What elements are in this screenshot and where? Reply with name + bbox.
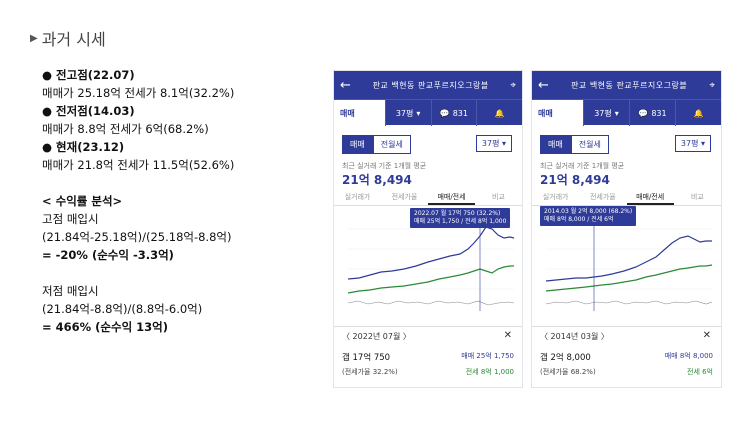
high-buy-formula: (21.84억-25.18억)/(25.18억-8.8억) [42, 230, 232, 244]
size-select[interactable]: 37평 ▾ [475, 135, 512, 152]
sale-value: 매매 8억 8,000 [664, 352, 713, 360]
close-icon[interactable]: ✕ [503, 330, 512, 341]
detail-panel: 〈 2022년 07월 〉 ✕ 갭 17억 750 (전세가율 32.2%) 매… [334, 326, 522, 376]
detail-panel: 〈 2014년 03월 〉 ✕ 갭 2억 8,000 (전세가율 68.2%) … [532, 326, 721, 376]
tab-sale[interactable]: 매매 [342, 135, 373, 154]
tooltip-line-2: 매매 25억 1,750 / 전세 8억 1,000 [414, 218, 507, 225]
now-header: ● 현재(23.12) [42, 140, 125, 154]
rent-price-line [347, 265, 514, 294]
comment-icon: 💬 [638, 108, 649, 118]
high-buy-result: = -20% (순수익 -3.3억) [42, 248, 174, 262]
tab-sale[interactable]: 매매 [540, 135, 571, 154]
gap-value: 갭 17억 750 [342, 353, 391, 363]
tab-rent-ratio[interactable]: 전세가율 [391, 193, 418, 201]
app-screenshot-low: ← 판교 백현동 판교푸르지오그랑블 ⌖ 매매 37평 ▾ 💬 831 🔔 매매 전… [531, 70, 722, 388]
trade-toggle: 매매 전월세 [540, 135, 609, 154]
peak-detail: 매매가 25.18억 전세가 8.1억(32.2%) [42, 86, 235, 100]
tooltip-line-1: 2014.03 월 2억 8,000 (68.2%) [544, 208, 633, 215]
size-select[interactable]: 37평 ▾ [674, 135, 711, 152]
avg-price: 21억 8,494 [342, 173, 412, 187]
analysis-title: < 수익률 분석> [42, 194, 123, 208]
tooltip-line-1: 2022.07 월 17억 750 (32.2%) [414, 210, 501, 217]
section-title: ▶ 과거 시세 [30, 26, 106, 50]
tab-real-price[interactable]: 실거래가 [344, 193, 371, 201]
trade-type-filter[interactable]: 매매 [532, 100, 584, 126]
app-header: ← 판교 백현동 판교푸르지오그랑블 ⌖ 매매 37평 ▾ 💬 831 🔔 [532, 71, 721, 126]
section-title-text: 과거 시세 [41, 30, 106, 49]
size-filter-label: 37평 [594, 108, 612, 118]
comment-count-value: 831 [452, 108, 468, 118]
rent-value: 전세 8억 1,000 [465, 368, 514, 376]
tab-rent[interactable]: 전월세 [570, 135, 609, 154]
app-screenshot-peak: ← 판교 백현동 판교푸르지오그랑블 ⌖ 매매 37평 ▾ 💬 831 🔔 매매 전… [333, 70, 523, 388]
volume-line [347, 300, 515, 306]
price-chart[interactable] [334, 205, 522, 317]
comment-count[interactable]: 💬 831 [432, 100, 478, 126]
close-icon[interactable]: ✕ [702, 330, 711, 341]
rent-price-line [545, 264, 713, 292]
detail-date[interactable]: 〈 2022년 07월 〉 [342, 332, 411, 341]
app-header: ← 판교 백현동 판교푸르지오그랑블 ⌖ 매매 37평 ▾ 💬 831 🔔 [334, 71, 522, 126]
trade-type-filter[interactable]: 매매 [334, 100, 386, 126]
detail-date-value: 2022년 07월 [352, 332, 401, 341]
tooltip-line-2: 매매 8억 8,000 / 전세 6억 [544, 216, 614, 223]
chart-tabs: 실거래가 전세가율 매매/전세 비교 [334, 189, 522, 206]
low-detail: 매매가 8.8억 전세가 6억(68.2%) [42, 122, 209, 136]
detail-date[interactable]: 〈 2014년 03월 〉 [540, 332, 609, 341]
apartment-title: 판교 백현동 판교푸르지오그랑블 [571, 80, 688, 90]
detail-date-value: 2014년 03월 [550, 332, 599, 341]
rent-value: 전세 6억 [687, 368, 713, 376]
chevron-down-icon: ▾ [416, 108, 421, 118]
apartment-title: 판교 백현동 판교푸르지오그랑블 [372, 80, 489, 90]
gap-value: 갭 2억 8,000 [540, 353, 591, 363]
sale-price-line [545, 235, 712, 282]
rent-ratio-value: (전세가율 32.2%) [342, 368, 398, 376]
size-filter[interactable]: 37평 ▾ [386, 100, 432, 126]
comment-count[interactable]: 💬 831 [630, 100, 676, 126]
price-caption: 최근 실거래 기준 1개월 평균 [342, 162, 427, 170]
back-arrow-icon[interactable]: ← [538, 77, 549, 93]
now-detail: 매매가 21.8억 전세가 11.5억(52.6%) [42, 158, 235, 172]
tab-compare[interactable]: 비교 [690, 193, 704, 201]
bell-icon: 🔔 [494, 108, 505, 118]
analysis-notes: ● 전고점(22.07) 매매가 25.18억 전세가 8.1억(32.2%) … [42, 66, 332, 336]
avg-price: 21억 8,494 [540, 173, 610, 187]
tab-sale-rent[interactable]: 매매/전세 [428, 189, 475, 205]
tab-rent[interactable]: 전월세 [372, 135, 411, 154]
back-arrow-icon[interactable]: ← [340, 77, 351, 93]
rent-ratio-value: (전세가율 68.2%) [540, 368, 596, 376]
high-buy-label: 고점 매입시 [42, 212, 99, 226]
size-filter-label: 37평 [395, 108, 414, 118]
comment-count-value: 831 [651, 108, 667, 118]
price-caption: 최근 실거래 기준 1개월 평균 [540, 162, 625, 170]
trade-toggle: 매매 전월세 [342, 135, 411, 154]
notification-button[interactable]: 🔔 [477, 100, 522, 126]
price-chart[interactable] [532, 205, 721, 317]
tab-compare[interactable]: 비교 [492, 193, 505, 201]
size-select-label: 37평 [481, 139, 500, 148]
tab-real-price[interactable]: 실거래가 [542, 193, 569, 201]
notification-button[interactable]: 🔔 [676, 100, 721, 126]
size-filter[interactable]: 37평 ▾ [584, 100, 630, 126]
peak-header: ● 전고점(22.07) [42, 68, 135, 82]
triangle-right-icon: ▶ [30, 32, 38, 44]
sale-price-line [347, 226, 515, 280]
chart-tabs: 실거래가 전세가율 매매/전세 비교 [532, 189, 721, 206]
low-header: ● 전저점(14.03) [42, 104, 135, 118]
tab-sale-rent[interactable]: 매매/전세 [626, 189, 674, 205]
low-buy-result: = 466% (순수익 13억) [42, 320, 169, 334]
chart-tooltip: 2022.07 월 17억 750 (32.2%) 매매 25억 1,750 /… [410, 208, 511, 228]
location-pin-icon[interactable]: ⌖ [510, 79, 516, 91]
location-pin-icon[interactable]: ⌖ [709, 79, 715, 91]
sale-value: 매매 25억 1,750 [461, 352, 514, 360]
low-buy-label: 저점 매입시 [42, 284, 99, 298]
chart-tooltip: 2014.03 월 2억 8,000 (68.2%) 매매 8억 8,000 /… [540, 206, 637, 226]
tab-rent-ratio[interactable]: 전세가율 [589, 193, 616, 201]
size-select-label: 37평 [680, 139, 699, 148]
bell-icon: 🔔 [693, 108, 704, 118]
chevron-down-icon: ▾ [614, 108, 619, 118]
volume-line [545, 300, 713, 305]
low-buy-formula: (21.84억-8.8억)/(8.8억-6.0억) [42, 302, 203, 316]
comment-icon: 💬 [439, 108, 450, 118]
